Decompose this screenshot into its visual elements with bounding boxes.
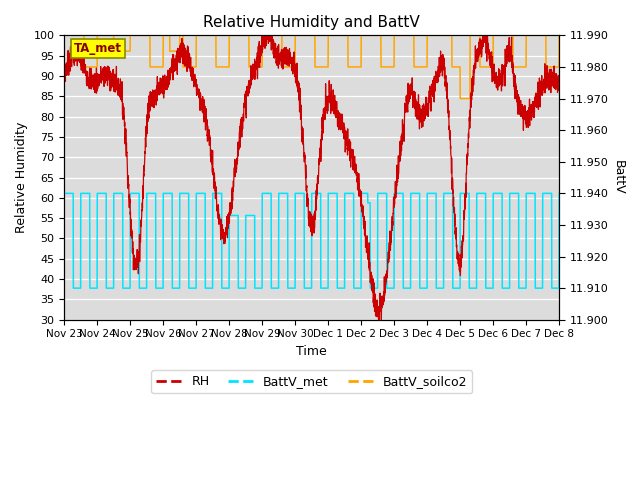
- Legend: RH, BattV_met, BattV_soilco2: RH, BattV_met, BattV_soilco2: [151, 370, 472, 393]
- Y-axis label: Relative Humidity: Relative Humidity: [15, 122, 28, 233]
- Text: TA_met: TA_met: [74, 42, 122, 56]
- Title: Relative Humidity and BattV: Relative Humidity and BattV: [204, 15, 420, 30]
- Y-axis label: BattV: BattV: [612, 160, 625, 195]
- X-axis label: Time: Time: [296, 345, 327, 358]
